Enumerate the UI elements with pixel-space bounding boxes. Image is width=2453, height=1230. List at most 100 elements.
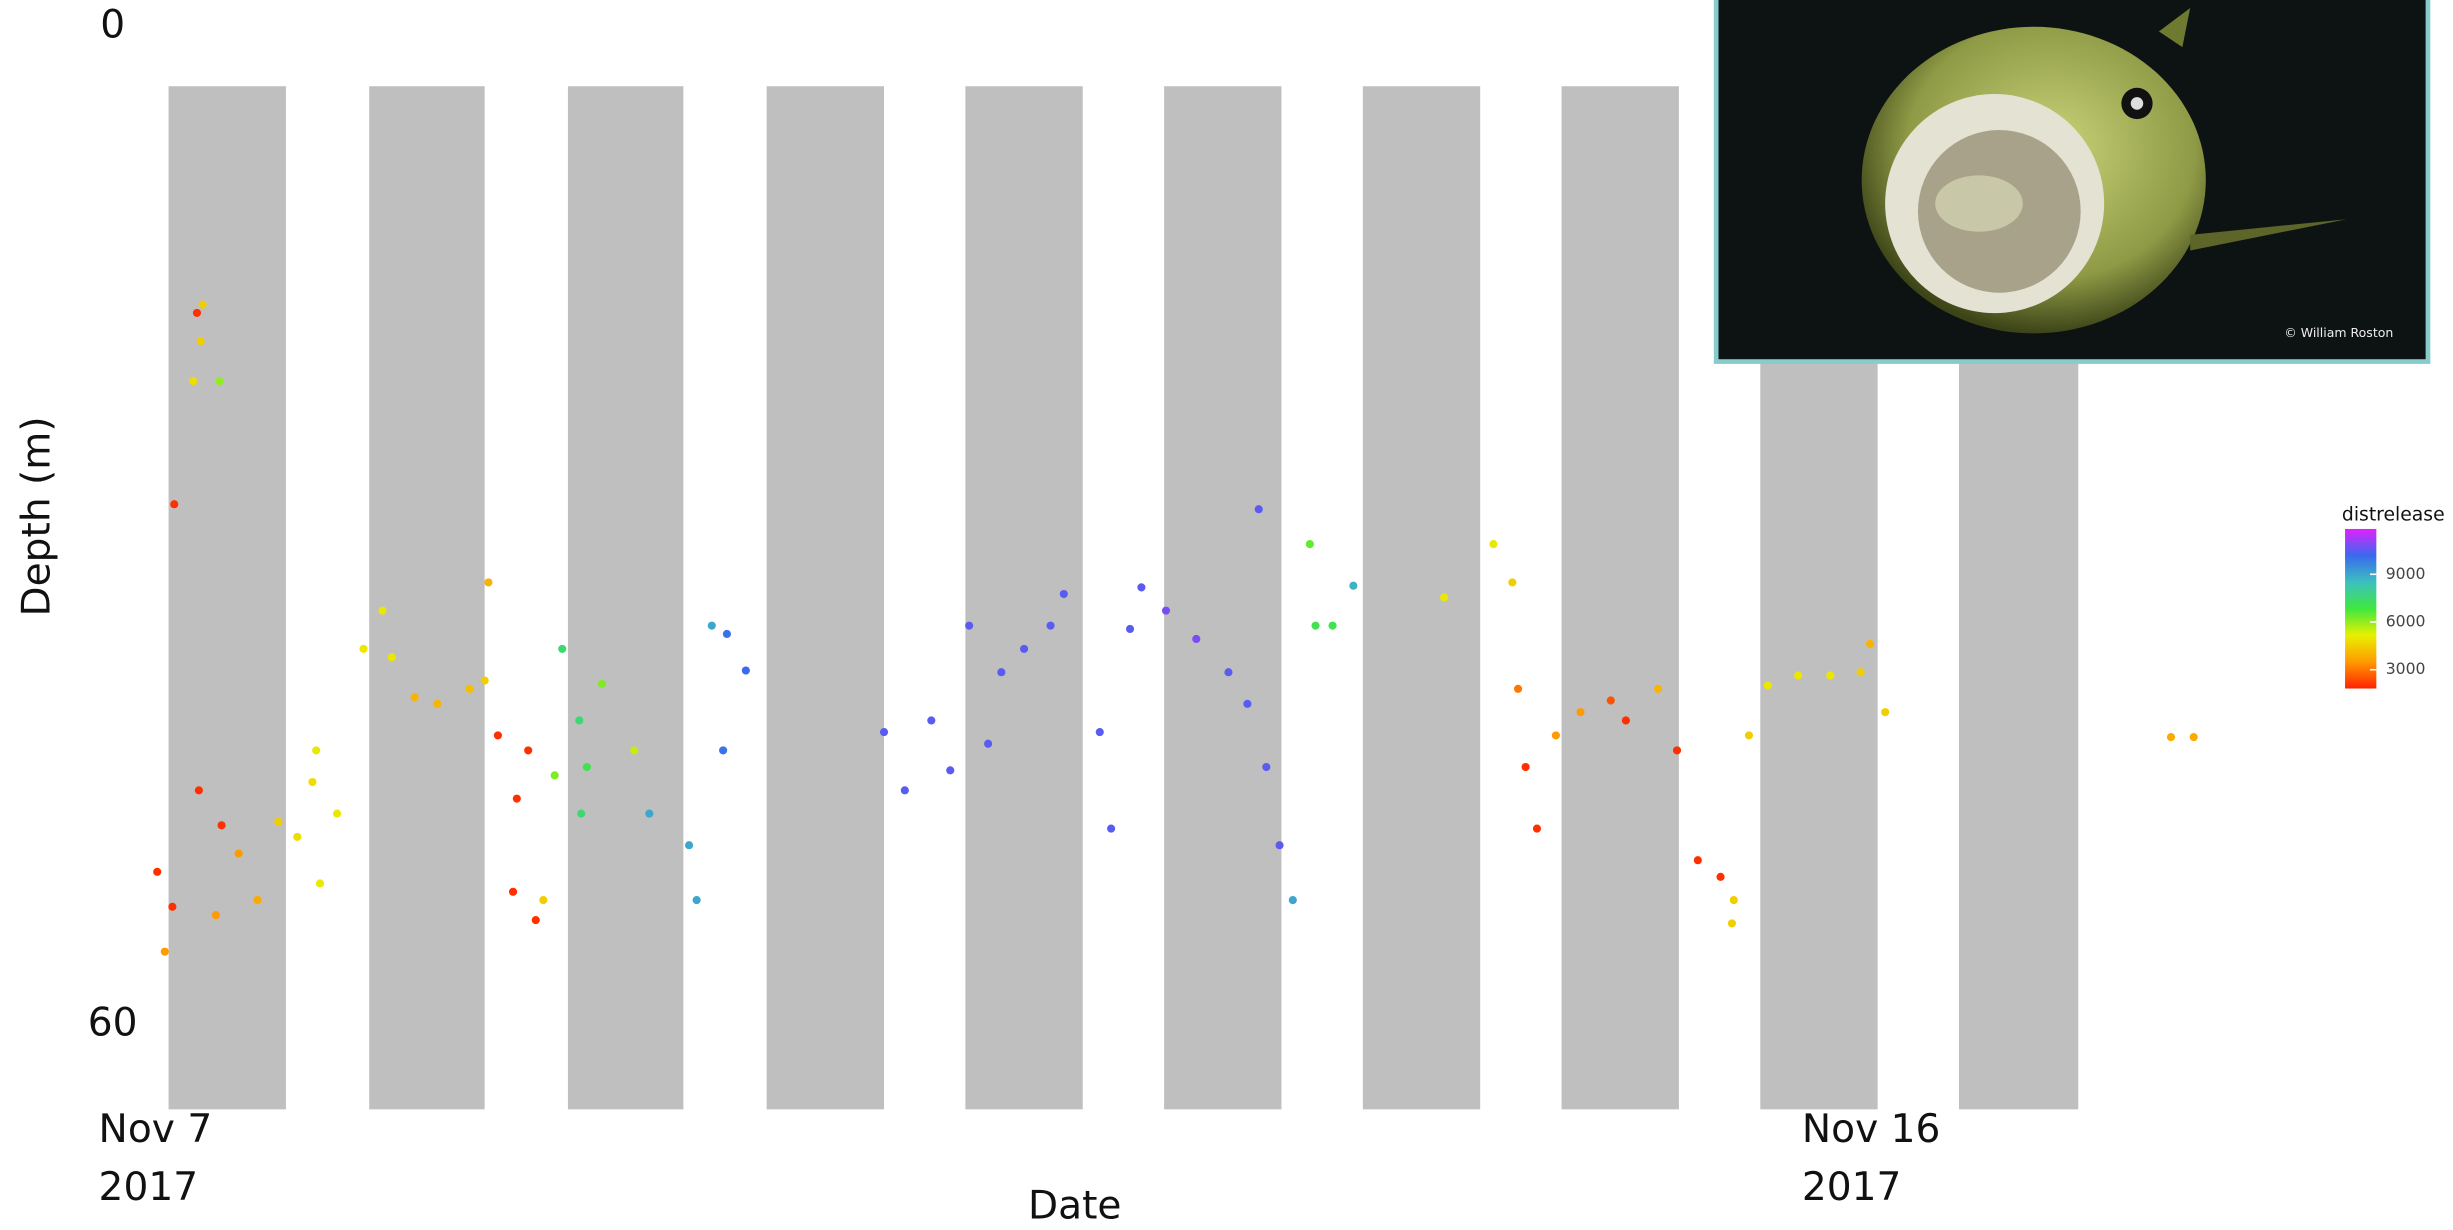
point [1508,578,1516,586]
point [1289,896,1297,904]
point [509,888,517,896]
point [1694,856,1702,864]
point [524,746,532,754]
point [880,728,888,736]
point [1126,625,1134,633]
point [1306,540,1314,548]
point [598,680,606,688]
point [1060,590,1068,598]
point [1440,593,1448,601]
point [161,948,169,956]
point [316,879,324,887]
point [583,763,591,771]
point [1224,668,1232,676]
point [997,668,1005,676]
night-band [1363,86,1480,1109]
point [235,849,243,857]
x-tick-label: Nov 7 2017 [99,1100,287,1216]
point [1728,919,1736,927]
point [218,821,226,829]
point [1794,671,1802,679]
point [901,786,909,794]
x-axis-label: Date [1028,1183,1121,1228]
point [1552,731,1560,739]
point [1881,708,1889,716]
night-band [767,86,884,1109]
x-tick-label: Nov 16 2017 [1802,1100,1990,1216]
point [630,746,638,754]
point [946,766,954,774]
point [484,578,492,586]
point [1275,841,1283,849]
point [195,786,203,794]
night-band [169,86,286,1109]
point [253,896,261,904]
point [1192,635,1200,643]
point [1716,873,1724,881]
point [1866,640,1874,648]
point [212,911,220,919]
night-band [568,86,683,1109]
point [742,666,750,674]
point [308,778,316,786]
point [513,795,521,803]
point [388,653,396,661]
point [1622,716,1630,724]
point [433,700,441,708]
point [333,810,341,818]
point [293,833,301,841]
point [532,916,540,924]
point [1137,583,1145,591]
point [1020,645,1028,653]
point [539,896,547,904]
point [312,746,320,754]
point [1533,825,1541,833]
point [1489,540,1497,548]
point [685,841,693,849]
point [193,309,201,317]
point [575,716,583,724]
y-tick-label: 0 [100,2,125,47]
colorbar-tick-label: 9000 [2386,564,2426,583]
point [577,810,585,818]
point [1522,763,1530,771]
point [708,622,716,630]
point [465,685,473,693]
point [1046,622,1054,630]
point [2190,733,2198,741]
x-tick: Nov 7 2017 [99,1100,287,1225]
point [153,868,161,876]
point [1514,685,1522,693]
point [1243,700,1251,708]
inset-photo: © William Roston [1716,0,2428,362]
point [723,630,731,638]
point [216,377,224,385]
colorbar-tick-label: 6000 [2386,612,2426,631]
point [411,693,419,701]
point [1096,728,1104,736]
y-axis-label: Depth (m) [15,416,60,616]
chart: Depth (m) Date © William Roston 0 60 Nov 7… [0,0,2453,1230]
point [984,740,992,748]
point [645,810,653,818]
point [1311,622,1319,630]
point [1255,505,1263,513]
point [2167,733,2175,741]
point [1745,731,1753,739]
point [168,903,176,911]
night-band [1164,86,1281,1109]
point [1576,708,1584,716]
y-tick-label: 60 [88,1000,138,1045]
point [197,337,205,345]
point [1764,681,1772,689]
point [1107,825,1115,833]
night-band [1562,86,1679,1109]
point [719,746,727,754]
point [170,500,178,508]
point [1328,622,1336,630]
point [1262,763,1270,771]
point [1349,582,1357,590]
point [359,645,367,653]
point [1826,671,1834,679]
point [1730,896,1738,904]
